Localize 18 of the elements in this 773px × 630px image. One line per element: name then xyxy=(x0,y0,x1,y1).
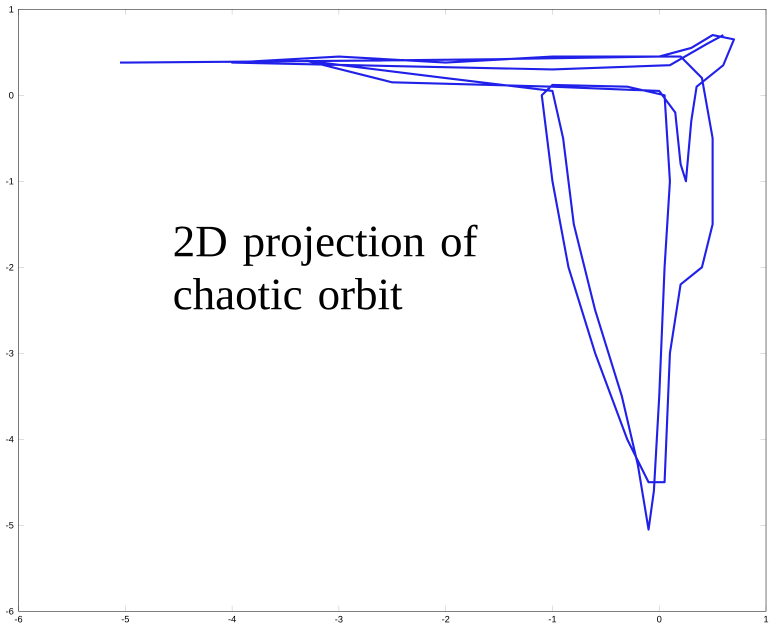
x-tick-label: -4 xyxy=(228,616,236,622)
x-tick-label: -6 xyxy=(14,616,22,623)
y-tick-label: -1 xyxy=(6,178,14,185)
annotation: 2D projection of chaotic orbit xyxy=(174,224,478,310)
y-tick-label: -5 xyxy=(6,522,14,529)
y-tick-label: -6 xyxy=(6,608,14,615)
x-tick-label: -5 xyxy=(122,616,130,622)
y-tick-label: -3 xyxy=(6,350,14,357)
y-tick-label: 0 xyxy=(9,92,14,99)
x-tick-label: -1 xyxy=(548,616,556,622)
x-tick-label: 1 xyxy=(764,616,768,622)
x-tick-label: -3 xyxy=(335,616,343,623)
line-series xyxy=(118,34,736,531)
x-tick-label: 0 xyxy=(657,616,662,623)
y-tick-label: 1 xyxy=(9,6,14,13)
x-tick-label: -2 xyxy=(442,616,450,622)
y-tick-label: -4 xyxy=(6,436,14,443)
y-tick-label: -2 xyxy=(6,264,14,271)
